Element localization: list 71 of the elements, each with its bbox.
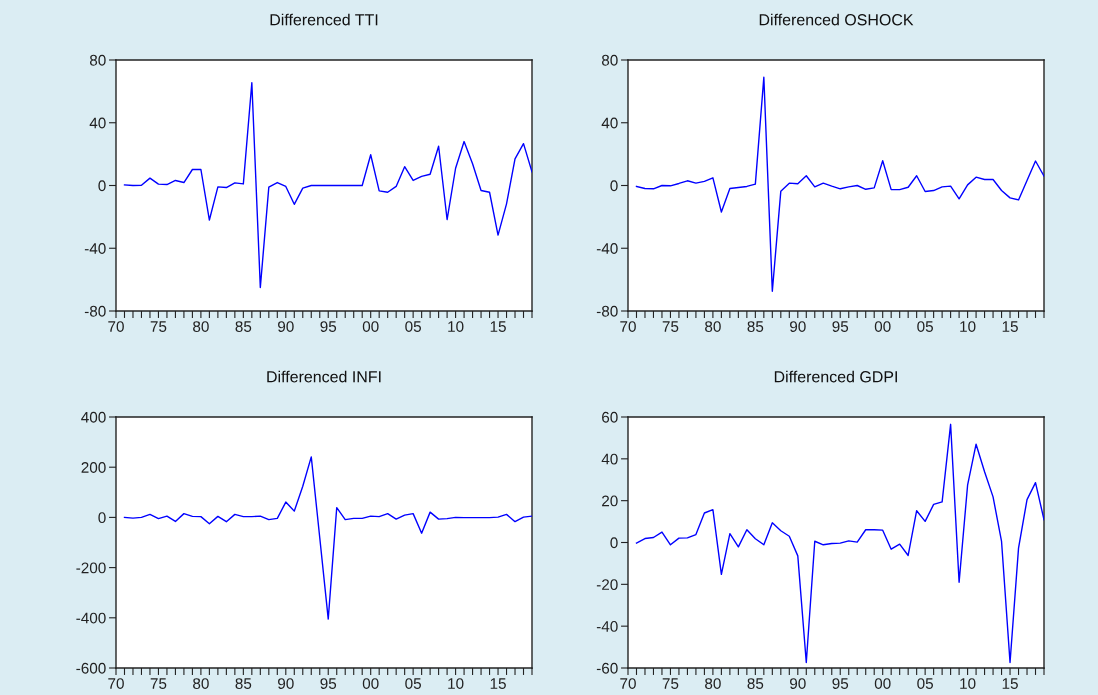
x-tick-label: 70 [620, 678, 636, 689]
x-tick-label: 75 [150, 678, 167, 689]
x-tick-label: 70 [108, 321, 124, 332]
x-tick-label: 85 [747, 321, 764, 332]
x-tick-label: 75 [662, 678, 679, 689]
chart-title: Differenced OSHOCK [759, 13, 914, 26]
y-tick-label: -40 [84, 243, 106, 254]
x-tick-label: 80 [705, 321, 721, 332]
y-tick-label: 60 [602, 411, 618, 423]
x-tick-label: 85 [235, 678, 252, 689]
x-tick-label: 05 [917, 678, 933, 689]
x-tick-label: 05 [405, 321, 421, 332]
x-tick-label: 90 [790, 678, 806, 689]
x-tick-label: 80 [193, 678, 209, 689]
x-tick-label: 85 [235, 321, 252, 332]
x-tick-label: 95 [832, 678, 849, 689]
y-tick-label: 0 [98, 180, 106, 192]
line-series [635, 423, 1044, 664]
y-tick-label: 20 [602, 495, 618, 507]
x-tick-label: 10 [960, 678, 976, 689]
line-series [123, 82, 532, 289]
line-series [635, 76, 1044, 292]
y-tick-label: -40 [596, 621, 618, 632]
chart-title: Differenced INFI [267, 370, 381, 383]
x-tick-label: 00 [874, 321, 891, 332]
x-tick-label: 15 [1002, 321, 1018, 332]
x-tick-label: 70 [620, 321, 636, 332]
y-tick-label: -80 [84, 305, 106, 317]
x-tick-label: 05 [917, 321, 933, 332]
y-tick-label: 0 [610, 537, 618, 549]
x-tick-label: 05 [405, 678, 421, 689]
y-tick-label: 200 [81, 462, 106, 473]
x-tick-label: 10 [448, 678, 464, 689]
x-tick-label: 80 [705, 678, 721, 689]
x-tick-label: 00 [874, 678, 891, 689]
x-tick-label: 90 [278, 678, 294, 689]
x-tick-label: 70 [108, 678, 124, 689]
x-tick-label: 80 [193, 321, 209, 332]
y-tick-label: -60 [596, 662, 618, 674]
chart-title: Differenced TTI [270, 13, 378, 26]
y-tick-label: 0 [98, 512, 106, 524]
line-series [123, 456, 532, 620]
y-tick-label: 80 [89, 54, 106, 66]
x-tick-label: 10 [448, 321, 464, 332]
y-tick-label: 40 [89, 117, 106, 129]
y-tick-label: 400 [81, 411, 106, 423]
x-tick-label: 85 [747, 678, 764, 689]
y-tick-label: -200 [76, 562, 106, 574]
x-tick-label: 90 [278, 321, 294, 332]
x-tick-label: 95 [320, 678, 337, 689]
x-tick-label: 95 [320, 321, 337, 332]
x-tick-label: 95 [832, 321, 849, 332]
x-tick-label: 00 [362, 678, 379, 689]
y-tick-label: -20 [596, 579, 618, 591]
x-tick-label: 15 [1002, 678, 1018, 689]
x-tick-label: 00 [362, 321, 379, 332]
x-tick-label: 10 [960, 321, 976, 332]
y-tick-label: 80 [601, 54, 618, 66]
x-tick-label: 15 [490, 678, 506, 689]
x-tick-label: 75 [150, 321, 167, 332]
x-tick-label: 75 [662, 321, 679, 332]
y-tick-label: 40 [601, 453, 618, 465]
y-tick-label: -40 [596, 243, 618, 254]
x-tick-label: 90 [790, 321, 806, 332]
y-tick-label: -80 [596, 305, 618, 317]
y-tick-label: 40 [601, 117, 618, 129]
y-tick-label: -400 [76, 612, 106, 624]
x-tick-label: 15 [490, 321, 506, 332]
y-tick-label: -600 [76, 662, 106, 674]
chart-title: Differenced GDPI [774, 370, 897, 383]
y-tick-label: 0 [610, 180, 618, 192]
